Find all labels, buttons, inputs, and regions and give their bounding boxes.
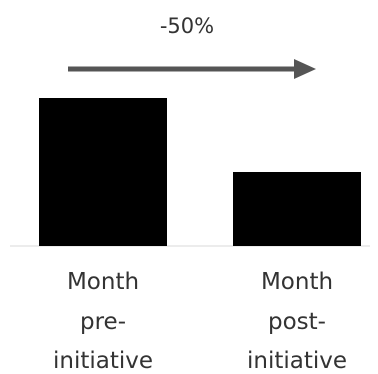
bars-group (39, 98, 361, 246)
category-label-0-line-0: Month (67, 269, 139, 295)
change-annotation-label: -50% (160, 14, 214, 38)
bar-post-initiative (233, 172, 361, 246)
category-label-0-line-1: pre- (80, 309, 126, 335)
category-label-1-line-2: initiative (247, 348, 347, 374)
bar-pre-initiative (39, 98, 167, 246)
category-label-0-line-2: initiative (53, 348, 153, 374)
category-label-1-line-1: post- (268, 309, 326, 335)
category-labels-group: Month pre-initiative Month post-initiative (53, 269, 347, 374)
category-label-1-line-0: Month (261, 269, 333, 295)
trend-arrow-head (294, 59, 316, 79)
trend-arrow-icon (68, 59, 316, 79)
